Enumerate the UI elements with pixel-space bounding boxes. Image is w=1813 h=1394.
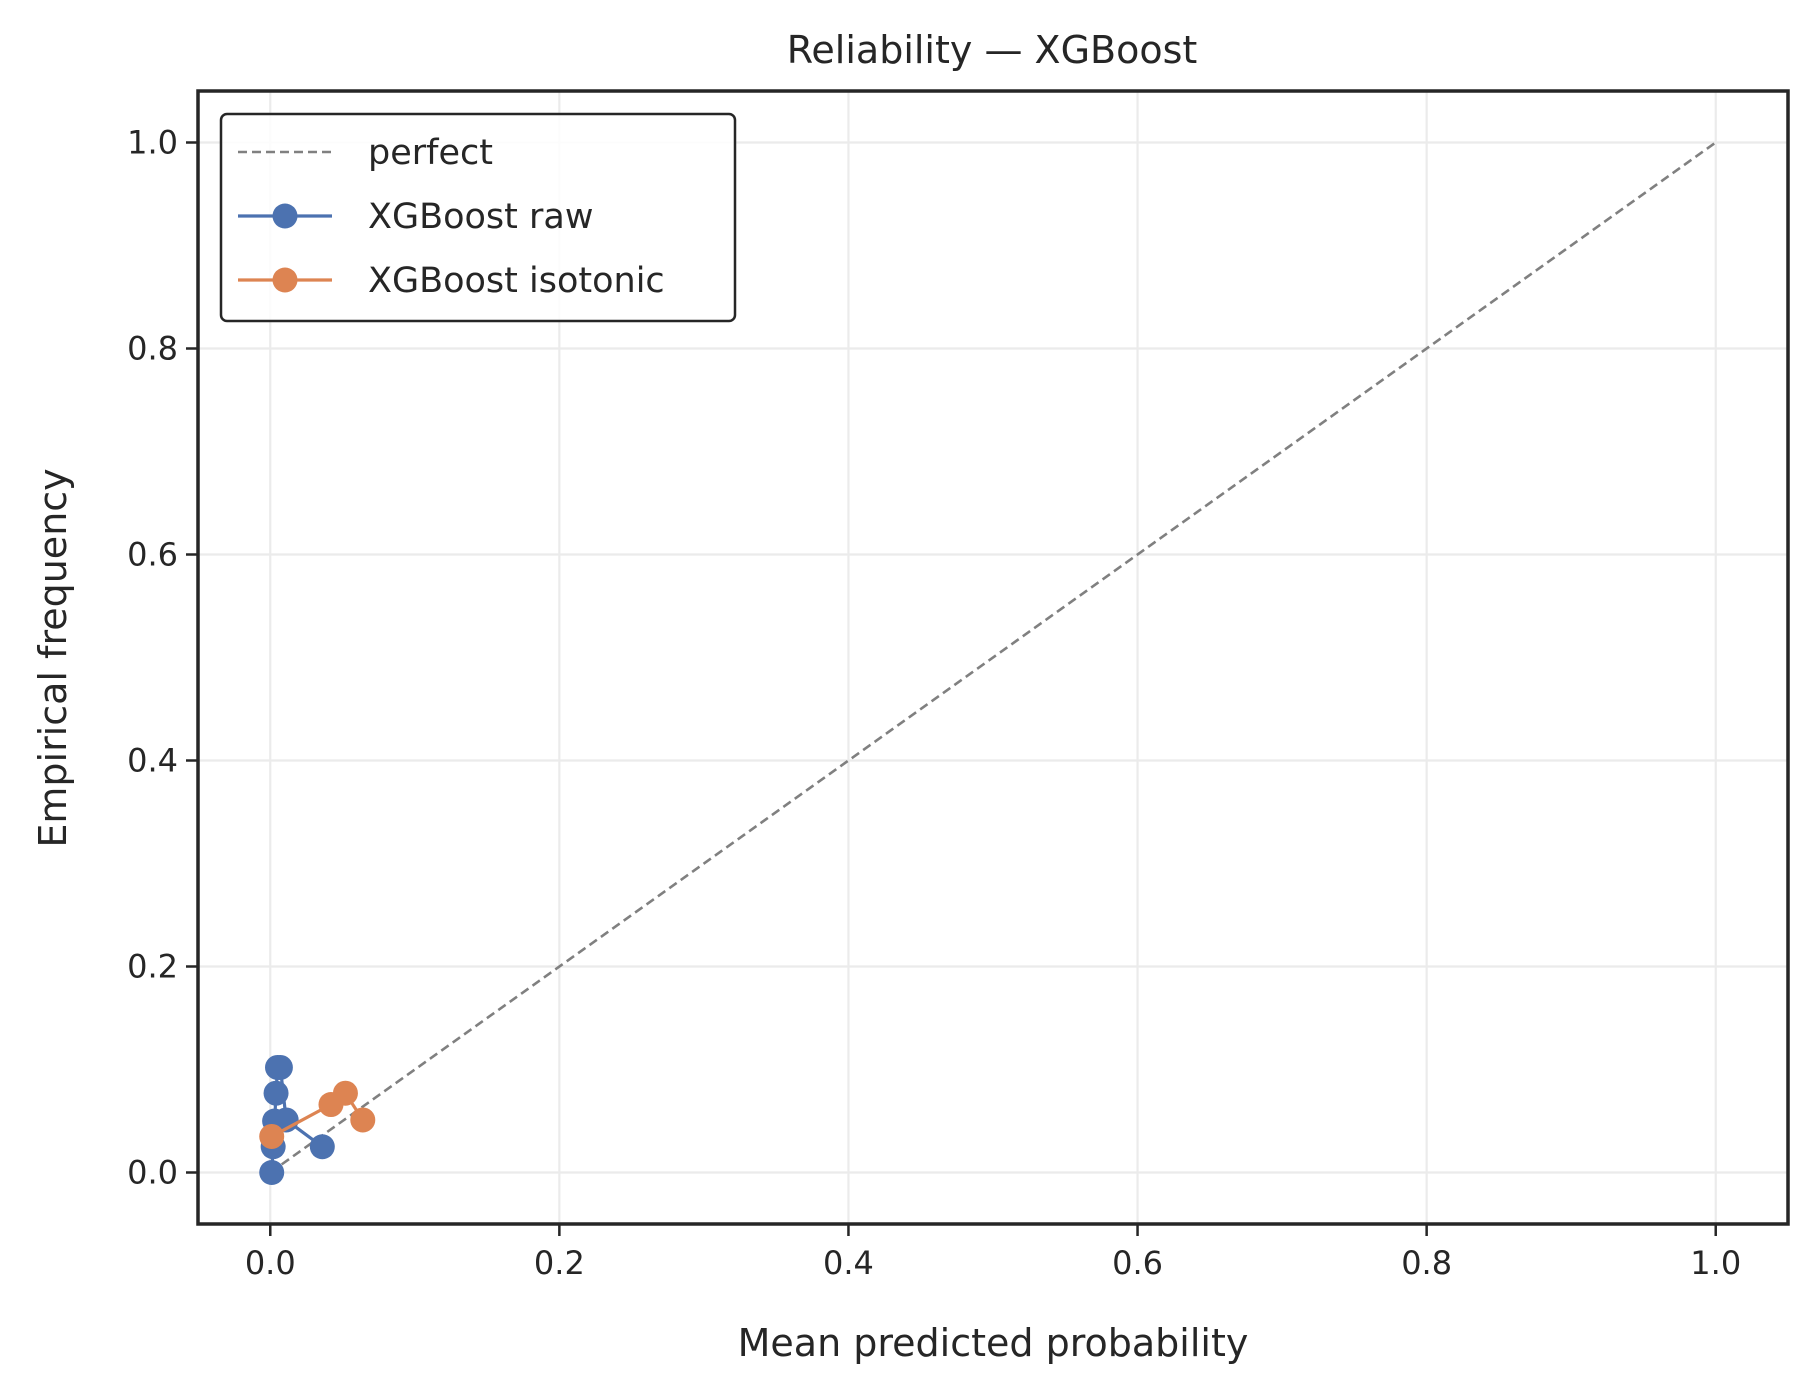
y-tick-label-2: 0.4 bbox=[127, 742, 178, 780]
xgboost-raw-point-5 bbox=[267, 1054, 293, 1080]
y-tick-label-4: 0.8 bbox=[127, 330, 178, 368]
x-axis-label: Mean predicted probability bbox=[738, 1321, 1249, 1365]
legend-xgboost-isotonic-label: XGBoost isotonic bbox=[368, 261, 665, 301]
grid bbox=[198, 91, 1788, 1224]
legend-perfect-label: perfect bbox=[368, 133, 493, 173]
chart-title: Reliability — XGBoost bbox=[787, 28, 1198, 72]
legend-xgboost-isotonic-marker bbox=[272, 267, 298, 293]
series-layer bbox=[259, 141, 1717, 1185]
plot-frame bbox=[196, 89, 1790, 1226]
x-tick-label-1: 0.2 bbox=[534, 1244, 585, 1282]
perfect-line bbox=[269, 141, 1717, 1174]
xgboost-isotonic-point-3 bbox=[350, 1107, 376, 1133]
xgboost-raw-point-0 bbox=[259, 1160, 285, 1185]
xgboost-raw-point-3 bbox=[263, 1080, 289, 1106]
x-tick-label-3: 0.6 bbox=[1112, 1244, 1163, 1282]
y-tick-label-5: 1.0 bbox=[127, 124, 178, 162]
x-tick-label-4: 0.8 bbox=[1401, 1244, 1452, 1282]
x-tick-label-2: 0.4 bbox=[823, 1244, 874, 1282]
legend: perfect XGBoost raw XGBoost isotonic bbox=[219, 112, 737, 323]
xgboost-raw-point-7 bbox=[309, 1134, 335, 1160]
legend-xgboost-raw-marker bbox=[272, 203, 298, 229]
y-axis-label: Empirical frequency bbox=[31, 468, 75, 847]
legend-box bbox=[219, 112, 737, 323]
x-axis-ticks: 0.0 0.2 0.4 0.6 0.8 1.0 bbox=[245, 1224, 1741, 1282]
y-axis-ticks: 0.0 0.2 0.4 0.6 0.8 1.0 bbox=[127, 124, 198, 1192]
y-tick-label-3: 0.6 bbox=[127, 536, 178, 574]
legend-xgboost-raw-label: XGBoost raw bbox=[368, 197, 593, 237]
x-tick-label-5: 1.0 bbox=[1690, 1244, 1741, 1282]
y-tick-label-1: 0.2 bbox=[127, 948, 178, 986]
y-tick-label-0: 0.0 bbox=[127, 1154, 178, 1192]
xgboost-isotonic-point-0 bbox=[259, 1123, 285, 1149]
xgboost-isotonic-point-2 bbox=[332, 1080, 358, 1106]
x-tick-label-0: 0.0 bbox=[245, 1244, 296, 1282]
